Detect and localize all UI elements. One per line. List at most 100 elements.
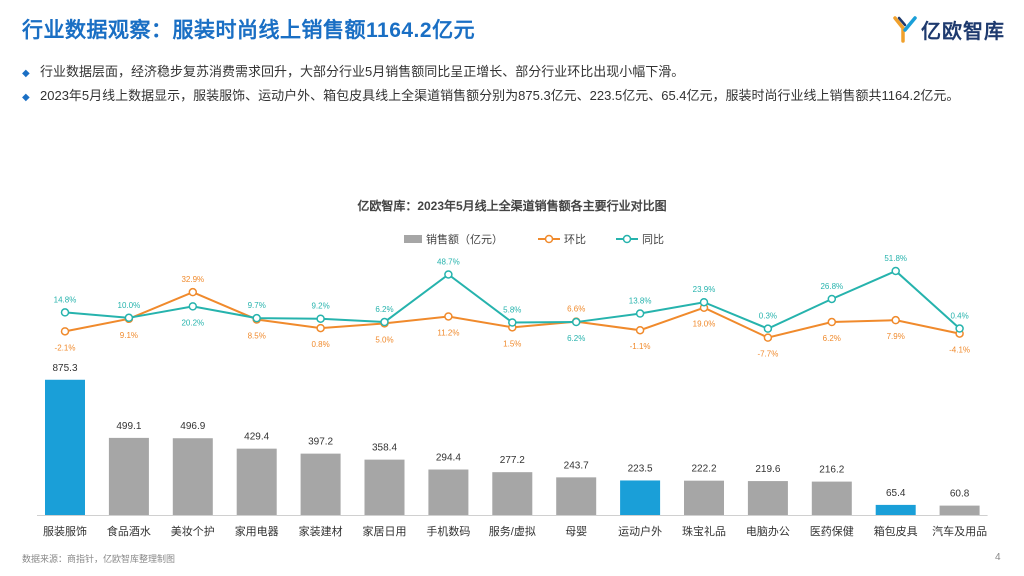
huanbi-point	[891, 315, 900, 325]
tongbi-label: 5.8%	[503, 306, 521, 315]
bar-value-label: 294.4	[436, 453, 461, 464]
bar	[939, 505, 980, 515]
tongbi-point	[188, 302, 198, 311]
bar-value-label: 496.9	[180, 421, 205, 432]
bar	[556, 477, 597, 515]
tongbi-point	[444, 270, 453, 279]
bar	[172, 438, 213, 515]
huanbi-label: 19.0%	[693, 320, 716, 329]
tongbi-point	[508, 318, 517, 327]
huanbi-label: 5.0%	[375, 335, 393, 344]
huanbi-label: -4.1%	[949, 346, 970, 355]
bar-value-label: 499.1	[116, 421, 141, 432]
tongbi-point	[827, 294, 837, 304]
huanbi-label: 9.1%	[120, 331, 138, 340]
tongbi-point	[571, 317, 581, 327]
huanbi-point	[444, 312, 453, 321]
tongbi-point	[60, 308, 70, 317]
bar-value-label: 429.4	[244, 432, 269, 443]
tongbi-point	[763, 324, 773, 333]
tongbi-point	[380, 317, 389, 327]
tongbi-point	[316, 314, 325, 323]
huanbi-point	[827, 317, 837, 327]
huanbi-point	[316, 323, 325, 333]
huanbi-label: 7.9%	[887, 332, 905, 341]
page-number: 4	[995, 552, 1001, 563]
category-label: 服装服饰	[43, 524, 87, 538]
bar	[747, 481, 788, 515]
category-label: 运动户外	[618, 524, 662, 538]
tongbi-label: 6.2%	[375, 305, 393, 314]
bar	[492, 472, 533, 515]
legend-swatch-marker	[622, 234, 632, 244]
huanbi-label: 6.6%	[567, 305, 585, 314]
bar-value-label: 65.4	[886, 488, 906, 499]
bar	[684, 480, 724, 515]
tongbi-label: 48.7%	[437, 257, 460, 266]
huanbi-label: 6.2%	[823, 334, 841, 343]
huanbi-label: 11.2%	[437, 328, 459, 337]
bar-value-label: 60.8	[950, 489, 970, 500]
bar	[236, 448, 277, 515]
huanbi-point	[635, 325, 645, 335]
bullet-text: 2023年5月线上数据显示，服装服饰、运动户外、箱包皮具线上全渠道销售额分别为8…	[40, 88, 960, 103]
huanbi-point	[763, 333, 773, 342]
chart-title: 亿欧智库：2023年5月线上全渠道销售额各主要行业对比图	[357, 198, 666, 213]
tongbi-label: 23.9%	[693, 285, 716, 294]
logo-text: 亿欧智库	[921, 20, 1005, 43]
tongbi-label: 9.2%	[311, 302, 329, 311]
bar	[364, 459, 405, 515]
category-label: 母婴	[565, 525, 587, 538]
category-label: 家居日用	[363, 524, 407, 538]
category-label: 美妆个护	[171, 524, 215, 538]
tongbi-point	[124, 313, 134, 323]
logo: 亿欧智库	[893, 14, 1005, 44]
huanbi-label: 1.5%	[503, 339, 521, 348]
huanbi-label: 8.5%	[248, 331, 266, 340]
tongbi-label: 20.2%	[181, 318, 204, 327]
category-label: 珠宝礼品	[682, 524, 726, 538]
tongbi-label: 13.8%	[629, 297, 652, 306]
tongbi-label: 51.8%	[884, 254, 907, 263]
diamond-icon: ◆	[22, 68, 30, 79]
bar-value-label: 277.2	[500, 455, 525, 466]
tongbi-point	[891, 266, 900, 276]
category-label: 医药保健	[810, 524, 854, 538]
bar-value-label: 875.3	[52, 363, 77, 374]
bar	[45, 379, 85, 515]
tongbi-label: 6.2%	[567, 334, 585, 343]
legend-label: 销售额（亿元）	[426, 232, 503, 246]
bar	[300, 453, 341, 515]
tongbi-point	[635, 309, 645, 318]
logo-icon	[893, 16, 917, 43]
bullet-text: 行业数据层面，经济稳步复苏消费需求回升，大部分行业5月销售额同比呈正增长、部分行…	[40, 64, 685, 79]
huanbi-label: -7.7%	[757, 350, 778, 359]
tongbi-label: 10.0%	[118, 301, 141, 310]
huanbi-label: 0.8%	[311, 340, 329, 349]
bar-value-label: 216.2	[819, 465, 844, 476]
legend-swatch-marker	[544, 234, 554, 244]
huanbi-label: -2.1%	[55, 343, 76, 352]
tongbi-point	[252, 313, 261, 323]
tongbi-label: 26.8%	[820, 282, 843, 291]
huanbi-label: 32.9%	[181, 275, 204, 284]
category-label: 家用电器	[235, 524, 279, 538]
legend-label: 同比	[642, 233, 664, 246]
bar	[620, 480, 661, 515]
category-label: 汽车及用品	[932, 524, 987, 538]
bar-value-label: 397.2	[308, 437, 333, 448]
bar-value-label: 358.4	[372, 443, 397, 454]
bar-value-label: 222.2	[691, 464, 716, 475]
tongbi-point	[955, 324, 964, 333]
huanbi-point	[188, 287, 198, 297]
tongbi-label: 14.8%	[54, 295, 77, 304]
category-label: 箱包皮具	[874, 524, 918, 538]
legend-swatch-sales	[404, 235, 422, 243]
bar	[875, 504, 916, 515]
legend-label: 环比	[564, 233, 586, 246]
bar-value-label: 219.6	[755, 464, 780, 475]
diamond-icon: ◆	[22, 92, 30, 103]
bar	[811, 481, 852, 515]
bar-value-label: 243.7	[564, 460, 589, 471]
